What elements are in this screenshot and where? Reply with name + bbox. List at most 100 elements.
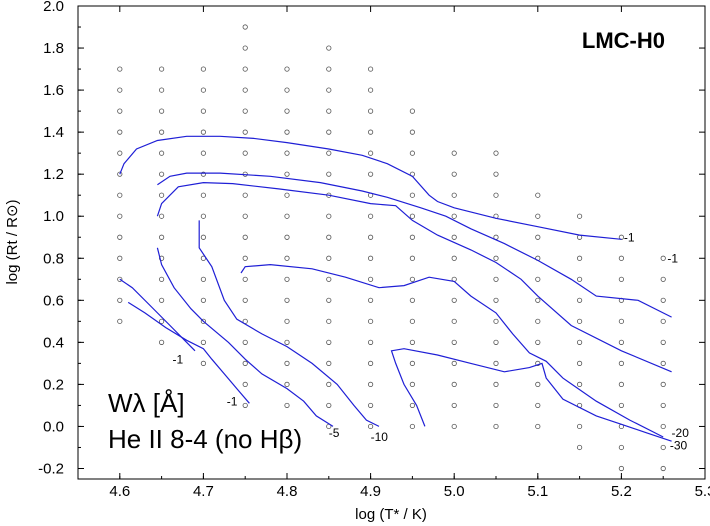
model-point	[535, 402, 541, 409]
model-point	[451, 381, 457, 387]
model-point	[200, 360, 206, 366]
legend-line-name: He II 8-4 (no Hβ)	[108, 424, 302, 454]
model-point	[159, 129, 165, 135]
model-point	[451, 297, 457, 303]
model-point	[660, 465, 666, 472]
model-point	[493, 318, 499, 324]
model-point	[242, 339, 248, 345]
model-point	[367, 318, 374, 324]
model-point	[117, 255, 123, 261]
model-point	[242, 129, 248, 135]
model-point	[493, 423, 499, 430]
model-point	[493, 255, 499, 261]
model-point	[284, 339, 290, 345]
model-point	[284, 66, 290, 72]
model-point	[326, 234, 332, 240]
y-axis: -0.2 0.0 0.2 0.4 0.6 0.8 1.0 1.2 1.4 1.6 1.8 2.0	[38, 0, 705, 477]
model-point	[326, 171, 332, 177]
model-grid-points	[117, 24, 666, 472]
model-point	[242, 234, 248, 240]
model-point	[451, 360, 457, 366]
model-point	[367, 234, 374, 240]
model-point	[242, 45, 248, 51]
model-point	[284, 87, 290, 93]
model-point	[159, 192, 165, 198]
model-point	[409, 360, 415, 366]
model-point	[117, 150, 123, 156]
model-point	[409, 381, 415, 387]
model-point	[200, 129, 206, 135]
model-point	[493, 192, 499, 198]
x-tick-label: 4.8	[277, 483, 298, 500]
model-point	[660, 402, 666, 409]
x-axis: 4.6 4.7 4.8 4.9 5.0 5.1 5.2 5.3	[77, 6, 710, 500]
model-point	[367, 339, 374, 345]
model-point	[242, 255, 248, 261]
model-point	[200, 276, 206, 282]
model-point	[200, 234, 206, 240]
model-point	[618, 318, 625, 324]
model-point	[242, 87, 248, 93]
model-point	[660, 381, 666, 387]
model-point	[326, 87, 332, 93]
y-tick-label: 0.2	[43, 376, 64, 393]
contour-label: -5	[329, 426, 340, 440]
y-tick-label: 1.8	[43, 40, 64, 57]
model-point	[618, 465, 625, 472]
contour-line	[157, 172, 672, 318]
model-point	[326, 108, 332, 114]
model-point	[117, 213, 123, 219]
x-axis-title: log (T* / K)	[355, 506, 427, 523]
model-point	[367, 360, 374, 366]
model-point	[326, 45, 332, 51]
model-point	[159, 66, 165, 72]
model-point	[367, 381, 374, 387]
model-point	[367, 297, 374, 303]
x-tick-label: 5.2	[611, 483, 632, 500]
model-point	[200, 171, 206, 177]
model-point	[618, 444, 625, 451]
model-point	[660, 318, 666, 324]
model-point	[242, 276, 248, 282]
model-point	[284, 276, 290, 282]
model-point	[200, 297, 206, 303]
contour-line	[156, 247, 334, 427]
model-point	[493, 171, 499, 177]
model-point	[451, 213, 457, 219]
model-point	[242, 66, 248, 72]
model-point	[576, 276, 583, 282]
model-point	[576, 213, 583, 219]
model-point	[117, 87, 123, 93]
model-point	[535, 360, 541, 366]
model-point	[284, 213, 290, 219]
model-point	[367, 255, 374, 261]
model-point	[576, 423, 583, 430]
y-tick-label: 1.4	[43, 124, 64, 141]
contour-label: -1	[624, 230, 635, 244]
model-point	[451, 318, 457, 324]
model-point	[200, 66, 206, 72]
x-tick-label: 5.3	[695, 483, 710, 500]
model-point	[576, 339, 583, 345]
y-tick-label: -0.2	[38, 460, 64, 477]
y-tick-label: 2.0	[43, 0, 64, 15]
model-point	[367, 402, 374, 409]
model-point	[409, 108, 415, 114]
model-point	[535, 192, 541, 198]
y-tick-label: 1.0	[43, 208, 64, 225]
model-point	[367, 171, 374, 177]
model-point	[367, 108, 374, 114]
model-point	[159, 171, 165, 177]
model-point	[284, 150, 290, 156]
contour-label: -1	[667, 251, 678, 265]
model-point	[660, 444, 666, 451]
model-point	[451, 150, 457, 156]
model-point	[409, 276, 415, 282]
model-point	[242, 192, 248, 198]
model-point	[576, 381, 583, 387]
model-point	[660, 297, 666, 303]
model-point	[284, 171, 290, 177]
model-point	[409, 402, 415, 409]
model-point	[535, 234, 541, 240]
